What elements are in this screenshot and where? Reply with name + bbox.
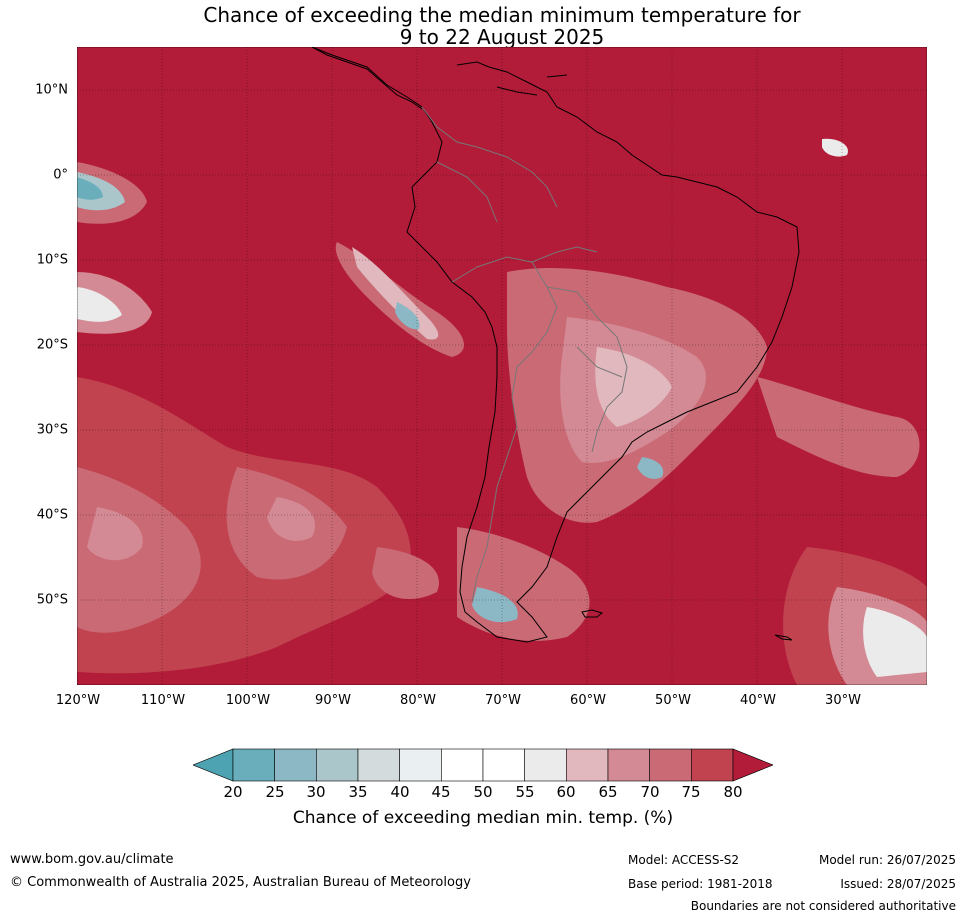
bom-url-link[interactable]: www.bom.gov.au/climate	[10, 852, 174, 867]
colorbar-tick: 25	[265, 783, 285, 801]
colorbar-tick: 55	[515, 783, 535, 801]
lon-label-30w: 30°W	[825, 693, 861, 708]
lon-label-50w: 50°W	[655, 693, 691, 708]
lon-label-120w: 120°W	[55, 693, 101, 708]
colorbar-segment	[649, 748, 692, 782]
colorbar-tick: 75	[681, 783, 701, 801]
lon-label-60w: 60°W	[570, 693, 606, 708]
lat-label-0: 0°	[53, 167, 68, 183]
title-line-1: Chance of exceeding the median minimum t…	[203, 3, 801, 27]
south-georgia	[774, 634, 793, 641]
colorbar-segment	[482, 748, 525, 782]
lon-label-90w: 90°W	[315, 693, 351, 708]
colorbar-segment	[566, 748, 609, 782]
colorbar	[193, 748, 773, 782]
colorbar-segment	[357, 748, 400, 782]
base-period-text: Base period: 1981-2018	[628, 877, 773, 891]
lon-label-70w: 70°W	[485, 693, 521, 708]
colorbar-tick: 50	[473, 783, 493, 801]
lat-label-20s: 20°S	[36, 337, 68, 353]
colorbar-tick: 65	[598, 783, 618, 801]
title-line-2: 9 to 22 August 2025	[399, 25, 605, 49]
colorbar-tick: 30	[306, 783, 326, 801]
colorbar-tick: 40	[390, 783, 410, 801]
lat-label-10s: 10°S	[36, 252, 68, 268]
colorbar-tick: 80	[723, 783, 743, 801]
probability-map	[77, 47, 927, 685]
copyright-text: © Commonwealth of Australia 2025, Austra…	[10, 875, 471, 890]
lat-label-40s: 40°S	[36, 507, 68, 523]
colorbar-label: Chance of exceeding median min. temp. (%…	[292, 808, 674, 828]
colorbar-tick: 45	[431, 783, 451, 801]
issued-text: Issued: 28/07/2025	[840, 877, 956, 891]
lon-label-110w: 110°W	[140, 693, 186, 708]
colorbar-segment	[441, 748, 484, 782]
lon-label-100w: 100°W	[225, 693, 271, 708]
model-run-text: Model run: 26/07/2025	[818, 853, 956, 867]
probability-patches	[77, 138, 927, 685]
colorbar-segment	[691, 748, 734, 782]
colorbar-segment	[524, 748, 567, 782]
central-america-coastline	[311, 47, 423, 110]
map-title: Chance of exceeding the median minimum t…	[77, 4, 927, 48]
colorbar-extend-low	[193, 748, 234, 782]
colorbar-segment	[316, 748, 359, 782]
colorbar-tick: 70	[640, 783, 660, 801]
lon-label-40w: 40°W	[740, 693, 776, 708]
lat-label-10n: 10°N	[35, 82, 68, 98]
colorbar-tick: 20	[223, 783, 243, 801]
lon-label-80w: 80°W	[400, 693, 436, 708]
colorbar-tick: 60	[556, 783, 576, 801]
falkland-islands	[581, 609, 604, 618]
colorbar-segment	[274, 748, 317, 782]
colorbar-segment	[232, 748, 275, 782]
country-borders	[421, 106, 628, 603]
lat-label-30s: 30°S	[36, 422, 68, 438]
colorbar-segment	[607, 748, 650, 782]
colorbar-segment	[399, 748, 442, 782]
caribbean-islands	[496, 74, 568, 96]
south-america-coastline	[311, 47, 800, 643]
model-text: Model: ACCESS-S2	[628, 853, 740, 867]
graticule	[77, 47, 927, 685]
colorbar-extend-high	[732, 748, 773, 782]
colorbar-tick: 35	[348, 783, 368, 801]
disclaimer-text: Boundaries are not considered authoritat…	[690, 899, 956, 913]
lat-label-50s: 50°S	[36, 592, 68, 608]
